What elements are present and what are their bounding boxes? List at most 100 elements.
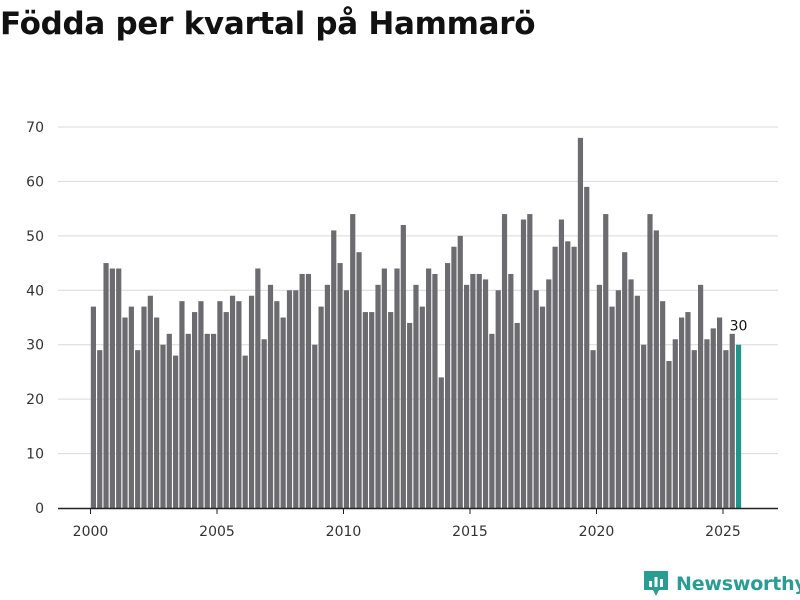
bar xyxy=(584,186,590,508)
y-tick-label-20: 20 xyxy=(26,392,44,408)
bar xyxy=(685,312,691,508)
y-tick-label-50: 50 xyxy=(26,229,44,245)
bar xyxy=(508,273,514,508)
bar xyxy=(615,290,621,508)
bar xyxy=(666,361,672,508)
bar xyxy=(716,317,723,508)
bar xyxy=(388,312,394,508)
bar xyxy=(305,273,312,508)
bar xyxy=(501,214,508,508)
bar xyxy=(198,301,204,508)
bar xyxy=(628,279,634,508)
y-tick-label-10: 10 xyxy=(26,447,44,463)
bar xyxy=(400,224,406,508)
x-tick-label-2005: 2005 xyxy=(199,524,235,540)
bar xyxy=(185,333,191,508)
bar xyxy=(280,317,286,508)
bar xyxy=(407,322,413,508)
bar xyxy=(546,279,552,508)
bar xyxy=(312,344,318,508)
bar xyxy=(267,284,274,508)
bar xyxy=(622,252,628,508)
y-tick-label-70: 70 xyxy=(26,120,44,136)
bar xyxy=(343,290,349,508)
bar xyxy=(147,295,153,508)
bar xyxy=(166,333,172,508)
bar xyxy=(445,263,451,508)
bar xyxy=(109,268,115,508)
bar xyxy=(495,290,501,508)
bar xyxy=(413,284,419,508)
brand-name: Newsworthy xyxy=(676,573,800,595)
y-axis-ticks: 0 10 20 30 40 50 60 70 xyxy=(26,120,44,517)
bar xyxy=(204,333,210,508)
y-tick-label-30: 30 xyxy=(26,338,44,354)
bar xyxy=(552,246,558,509)
bar xyxy=(533,290,539,508)
bar xyxy=(463,284,470,508)
bar xyxy=(116,268,122,508)
bar xyxy=(723,350,729,508)
newsworthy-logo-icon xyxy=(644,571,668,596)
bar xyxy=(527,214,533,508)
bar xyxy=(242,355,248,508)
x-axis-ticks: 2000 2005 2010 2015 2020 2025 xyxy=(73,508,741,540)
bar xyxy=(520,219,527,508)
y-tick-label-0: 0 xyxy=(35,501,44,517)
bar xyxy=(514,322,520,508)
chart-title: Födda per kvartal på Hammarö xyxy=(0,6,536,42)
bar xyxy=(179,301,185,508)
bar xyxy=(236,301,242,508)
bar xyxy=(274,301,280,508)
bar xyxy=(350,214,356,508)
bar xyxy=(647,214,653,508)
bar xyxy=(438,377,444,508)
bar xyxy=(558,219,565,508)
x-tick-label-2015: 2015 xyxy=(452,524,488,540)
bar xyxy=(141,306,147,508)
bar xyxy=(729,333,735,508)
bar xyxy=(293,290,299,508)
bar xyxy=(704,339,710,508)
newsworthy-brand[interactable]: Newsworthy xyxy=(644,570,800,598)
bar xyxy=(128,306,134,508)
x-tick-label-2025: 2025 xyxy=(705,524,741,540)
last-value-label: 30 xyxy=(730,319,748,335)
bar xyxy=(660,301,666,508)
bar xyxy=(248,295,255,508)
bar xyxy=(489,333,495,508)
bar xyxy=(565,241,571,509)
bar xyxy=(482,279,489,508)
bar xyxy=(590,350,596,508)
bar xyxy=(318,306,324,508)
bar-latest xyxy=(735,344,742,508)
bar xyxy=(324,284,331,508)
bar xyxy=(122,317,128,508)
bar xyxy=(103,263,109,508)
bar xyxy=(337,263,343,508)
bar xyxy=(286,290,293,508)
bar xyxy=(698,284,704,508)
bar xyxy=(160,344,166,508)
bar xyxy=(476,273,482,508)
bar xyxy=(356,252,362,508)
bar xyxy=(97,350,103,508)
bar xyxy=(154,317,160,508)
bar xyxy=(470,273,476,508)
bar xyxy=(457,235,463,509)
bar xyxy=(672,339,678,508)
bar xyxy=(419,306,425,508)
bar xyxy=(634,295,640,508)
bar xyxy=(331,230,337,508)
bar xyxy=(135,350,141,508)
bar xyxy=(173,355,179,508)
bar xyxy=(192,312,198,508)
bar xyxy=(375,284,381,508)
bar xyxy=(261,339,267,508)
bar xyxy=(679,317,685,508)
bar xyxy=(603,214,609,508)
x-tick-label-2000: 2000 xyxy=(73,524,109,540)
bar xyxy=(710,328,716,508)
bar xyxy=(90,306,96,508)
